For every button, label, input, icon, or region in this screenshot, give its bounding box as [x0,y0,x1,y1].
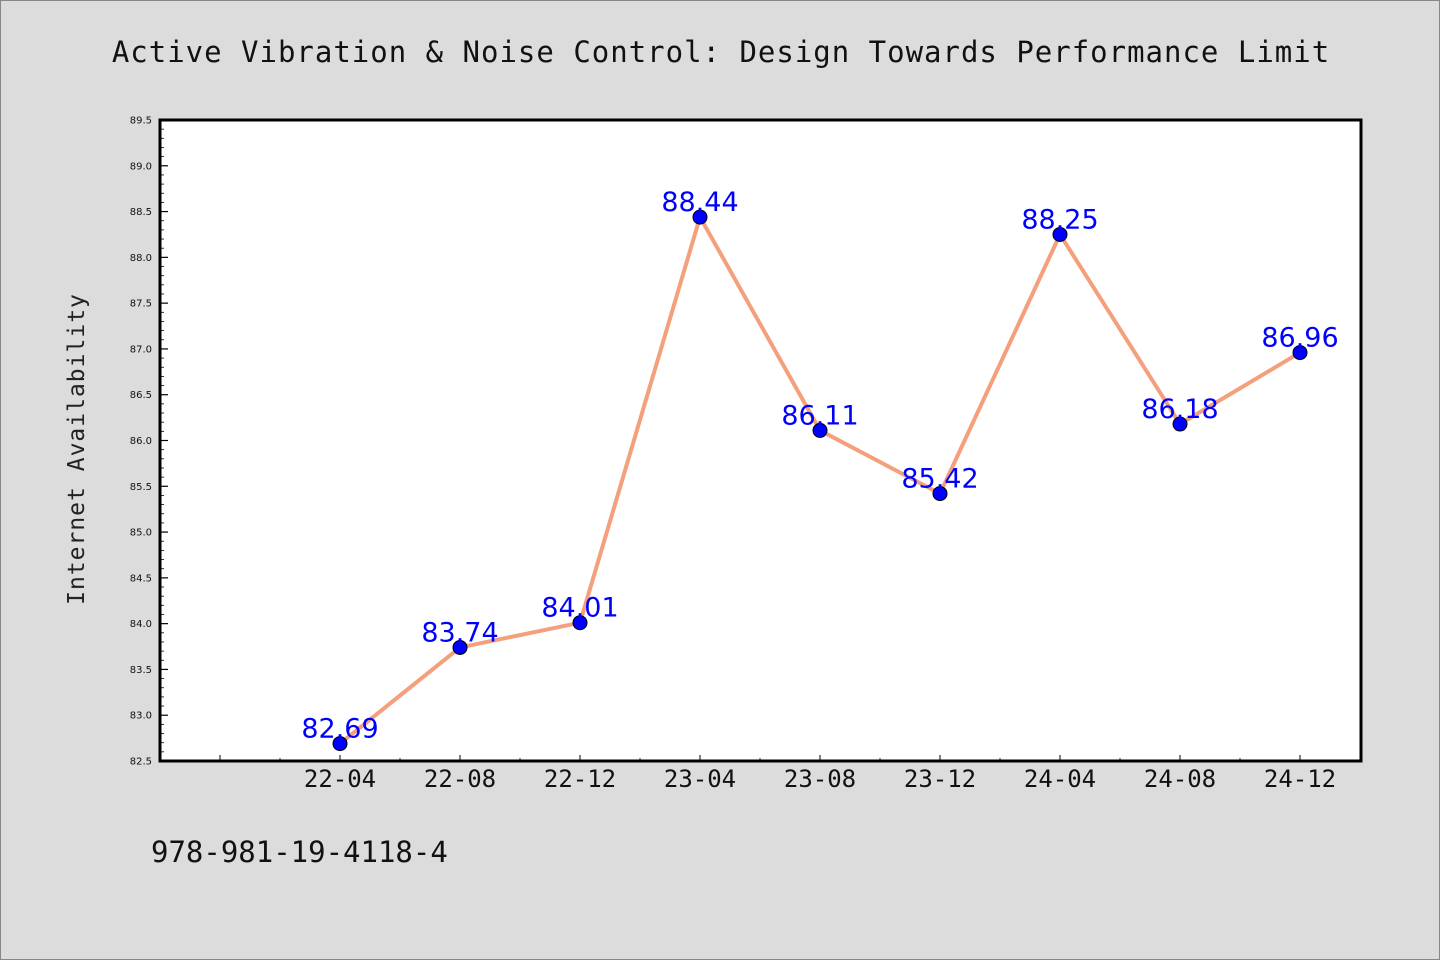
y-tick-label: 89.5 [130,116,152,127]
x-tick-label: 22-08 [424,765,496,793]
data-point [572,615,588,631]
y-tick-label: 84.0 [130,619,152,630]
y-tick-label: 88.5 [130,207,152,218]
y-tick-label: 88.0 [130,253,152,264]
data-label: 88.25 [1021,204,1098,235]
y-tick-label: 85.0 [130,528,152,539]
y-tick-label: 82.5 [130,757,152,768]
data-point [812,422,828,438]
y-tick-label: 85.5 [130,482,152,493]
y-tick-label: 83.5 [130,665,152,676]
data-point [1172,416,1188,432]
y-tick-label: 83.0 [130,711,152,722]
y-tick-label: 87.5 [130,299,152,310]
y-tick-label: 86.5 [130,390,152,401]
y-tick-label: 86.0 [130,436,152,447]
y-tick-label: 89.0 [130,161,152,172]
x-tick-label: 24-04 [1024,765,1096,793]
plot-area [158,118,1363,763]
y-tick-label: 87.0 [130,344,152,355]
data-label: 85.42 [901,464,978,495]
data-point [932,486,948,502]
data-point [1292,345,1308,361]
y-tick-label: 84.5 [130,573,152,584]
x-tick-label: 22-12 [544,765,616,793]
data-point [332,736,348,752]
x-tick-label: 24-08 [1144,765,1216,793]
chart-title: Active Vibration & Noise Control: Design… [111,35,1331,69]
x-tick-label: 24-12 [1264,765,1336,793]
data-label: 83.74 [421,617,498,648]
x-tick-label: 22-04 [304,765,376,793]
isbn-footer: 978-981-19-4118-4 [151,835,448,869]
data-point [1052,226,1068,242]
data-label: 86.11 [781,400,858,431]
x-tick-label: 23-08 [784,765,856,793]
x-tick-label: 23-12 [904,765,976,793]
x-tick-label: 23-04 [664,765,736,793]
data-label: 84.01 [541,593,618,624]
data-label: 88.44 [661,187,738,218]
data-label: 82.69 [301,714,378,745]
data-point [452,639,468,655]
data-label: 86.18 [1141,394,1218,425]
data-point [692,209,708,225]
data-label: 86.96 [1261,323,1338,354]
